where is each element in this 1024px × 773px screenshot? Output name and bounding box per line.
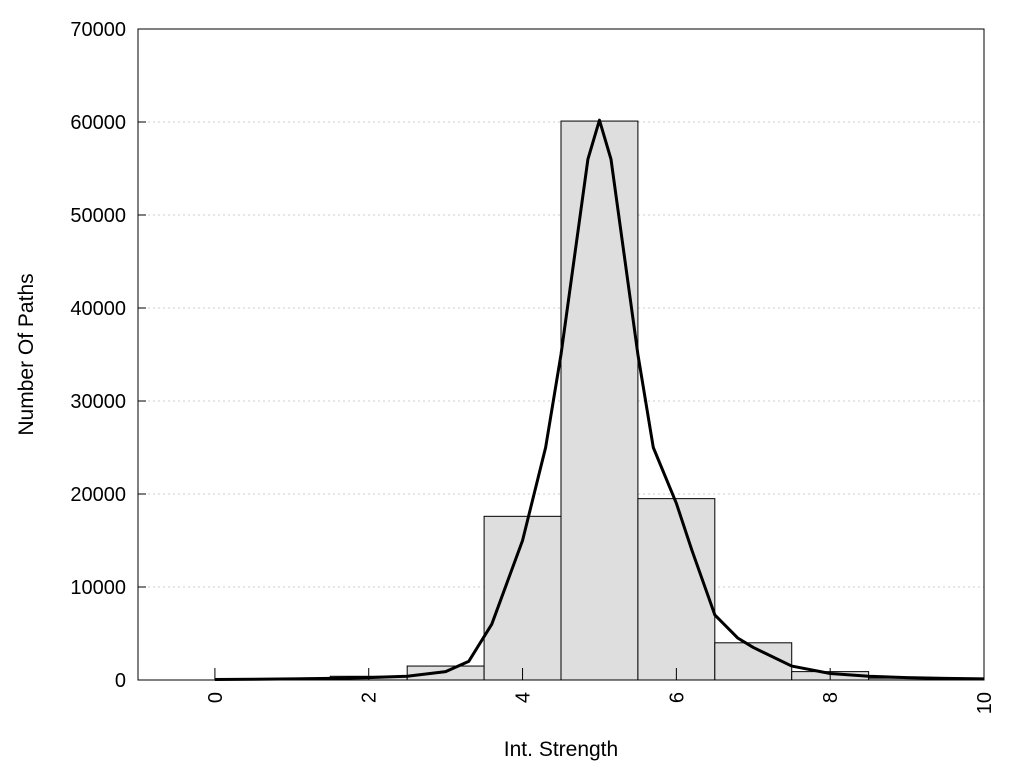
x-tick-label: 6: [666, 692, 688, 703]
x-tick-label: 2: [359, 692, 381, 703]
y-axis-title: Number Of Paths: [15, 273, 38, 435]
x-tick-label: 10: [974, 692, 996, 714]
fit-curve: [214, 118, 985, 682]
gridlines: [138, 121, 984, 588]
y-tick-label: 50000: [70, 205, 126, 227]
x-tick-label: 4: [513, 692, 535, 703]
plot-frame: [137, 28, 985, 681]
fit-curve-group: [214, 118, 985, 682]
axis-ticks: 0 10000 20000 30000 40000 50000 60000 70000 0 2 4 6…: [70, 19, 996, 714]
x-axis-title: Int. Strength: [504, 738, 618, 761]
y-tick-label: 10000: [70, 577, 126, 599]
y-tick-label: 30000: [70, 391, 126, 413]
y-tick-label: 40000: [70, 298, 126, 320]
y-tick-label: 60000: [70, 112, 126, 134]
histogram-bar: [560, 120, 639, 681]
x-tick-label: 0: [205, 692, 227, 703]
y-tick-label: 70000: [70, 19, 126, 41]
histogram-bar: [637, 498, 716, 681]
x-tick-label: 8: [820, 692, 842, 703]
y-tick-label: 0: [115, 670, 126, 692]
y-tick-label: 20000: [70, 484, 126, 506]
